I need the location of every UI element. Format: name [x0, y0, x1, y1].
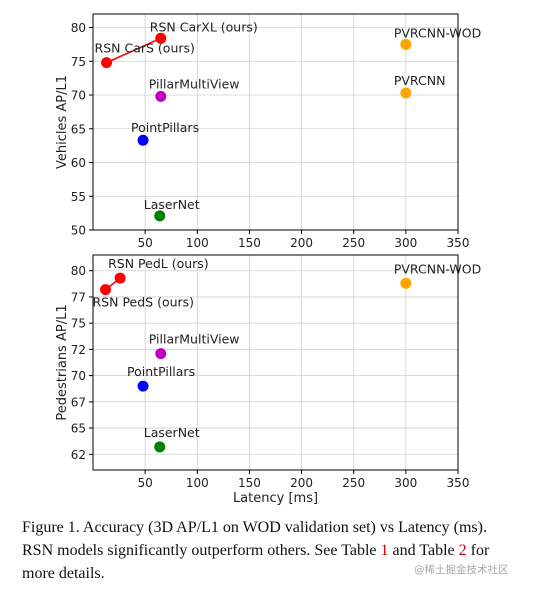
data-point [400, 38, 412, 50]
data-point [154, 210, 166, 222]
x-tick-label: 50 [138, 236, 153, 250]
point-label: PVRCNN [394, 73, 446, 88]
data-point [400, 87, 412, 99]
data-point [155, 348, 167, 360]
plot-frame [92, 254, 459, 471]
y-tick-label: 65 [71, 122, 86, 136]
x-tick-label: 350 [447, 476, 470, 490]
vehicles-panel: 50 100 150 200 250 300 350 50 55 60 65 70 75 80 Vehicl… [55, 13, 481, 250]
y-tick-label: 80 [71, 21, 86, 35]
x-tick-label: 250 [342, 476, 365, 490]
point-label: PillarMultiView [149, 76, 240, 91]
data-point [154, 441, 166, 453]
watermark: @稀土掘金技术社区 [414, 564, 509, 576]
y-axis-title: Pedestrians AP/L1 [55, 304, 70, 420]
point-label: PointPillars [127, 364, 195, 379]
accuracy-vs-latency-figure: 50 100 150 200 250 300 350 50 55 60 65 70 75 80 Vehicl… [55, 13, 481, 506]
y-tick-label: 50 [71, 224, 86, 238]
pedestrians-panel: 50 100 150 200 250 300 350 62 65 67 70 72 75 77 80 Pede… [55, 254, 481, 506]
point-label: PillarMultiView [149, 332, 240, 347]
y-tick-label: 70 [71, 369, 86, 383]
data-point [100, 284, 112, 296]
y-tick-label: 72 [71, 343, 86, 357]
y-tick-label: 75 [71, 55, 86, 69]
y-tick-label: 80 [71, 264, 86, 278]
caption-table-ref-1[interactable]: 1 [380, 542, 389, 559]
caption-text-3: for more details. [22, 542, 490, 582]
y-tick-label: 60 [71, 156, 86, 170]
x-tick-label: 100 [186, 476, 209, 490]
point-label: LaserNet [144, 425, 200, 440]
data-point [155, 32, 167, 44]
point-label: RSN PedS (ours) [93, 295, 195, 310]
point-label: RSN PedL (ours) [108, 256, 209, 271]
data-point [101, 57, 113, 69]
caption-text-1: Figure 1. Accuracy (3D AP/L1 on WOD vali… [22, 519, 487, 559]
x-tick-label: 300 [394, 236, 417, 250]
data-point [400, 277, 412, 289]
caption-text-2: and Table [388, 542, 459, 559]
x-tick-label: 150 [238, 476, 261, 490]
point-label: LaserNet [144, 197, 200, 212]
x-tick-label: 200 [290, 476, 313, 490]
x-axis-title: Latency [ms] [233, 491, 318, 506]
rsn-connection-line [106, 37, 162, 64]
x-tick-label: 50 [138, 476, 153, 490]
x-tick-label: 300 [394, 476, 417, 490]
caption-table-ref-2[interactable]: 2 [458, 542, 467, 559]
y-tick-label: 67 [71, 395, 86, 409]
data-point [137, 134, 149, 146]
point-label: PVRCNN-WOD [394, 25, 481, 40]
x-tick-label: 150 [238, 236, 261, 250]
y-tick-label: 65 [71, 422, 86, 436]
x-tick-label: 200 [290, 236, 313, 250]
x-tick-label: 350 [447, 236, 470, 250]
y-tick-label: 75 [71, 317, 86, 331]
plot-frame [92, 13, 459, 231]
data-point [155, 90, 167, 102]
data-point [114, 272, 126, 284]
point-label: RSN CarXL (ours) [150, 19, 258, 34]
point-label: RSN CarS (ours) [95, 41, 195, 56]
figure-caption: Figure 1. Accuracy (3D AP/L1 on WOD vali… [22, 516, 522, 585]
x-tick-label: 100 [186, 236, 209, 250]
y-axis-title: Vehicles AP/L1 [55, 75, 70, 169]
point-label: PVRCNN-WOD [394, 261, 481, 276]
y-tick-label: 77 [71, 290, 86, 304]
x-tick-label: 250 [342, 236, 365, 250]
data-point [137, 380, 149, 392]
point-label: PointPillars [131, 120, 199, 135]
y-tick-label: 70 [71, 89, 86, 103]
y-tick-label: 55 [71, 190, 86, 204]
y-tick-label: 62 [71, 448, 86, 462]
